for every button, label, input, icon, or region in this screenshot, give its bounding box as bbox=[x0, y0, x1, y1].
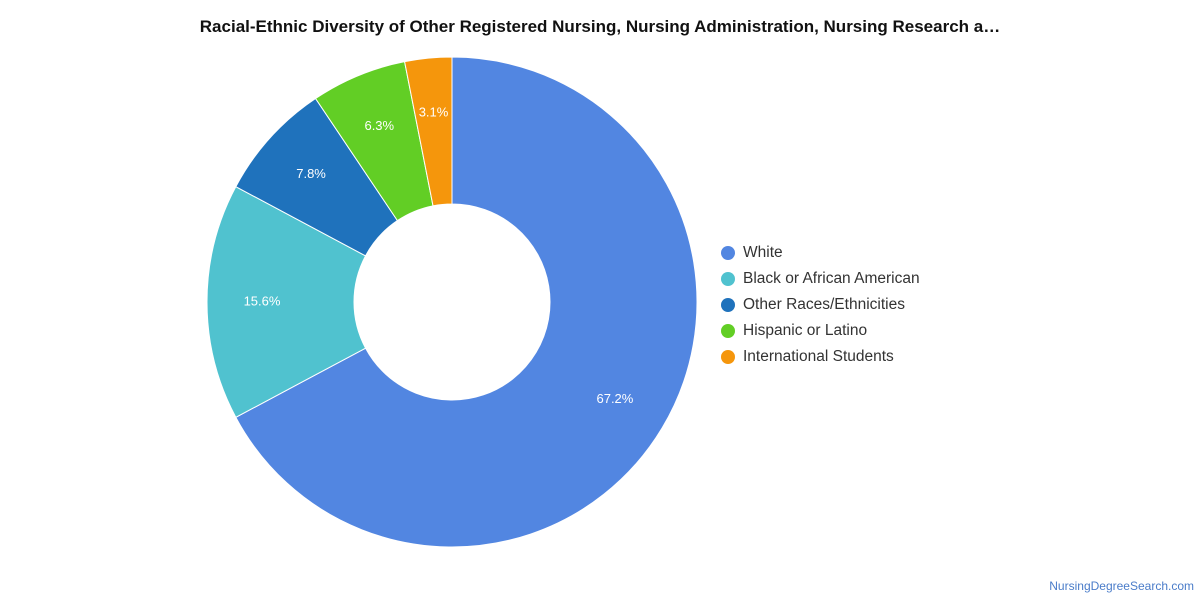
legend-label: Other Races/Ethnicities bbox=[743, 296, 905, 313]
legend-swatch bbox=[721, 246, 735, 260]
legend-swatch bbox=[721, 272, 735, 286]
legend-item-hispanic-or-latino[interactable]: Hispanic or Latino bbox=[721, 318, 920, 344]
legend-item-white[interactable]: White bbox=[721, 240, 920, 266]
legend-item-international-students[interactable]: International Students bbox=[721, 344, 920, 370]
legend-label: White bbox=[743, 244, 783, 261]
slice-black-or-african-american[interactable] bbox=[206, 186, 367, 418]
slice-labels: 67.2% 15.6% 7.8% 6.3% 3.1% bbox=[244, 104, 634, 406]
slice-label-hispanic-or-latino: 6.3% bbox=[364, 118, 394, 133]
slice-label-international-students: 3.1% bbox=[419, 104, 449, 119]
chart-title: Racial-Ethnic Diversity of Other Registe… bbox=[199, 17, 1001, 36]
legend-swatch bbox=[721, 298, 735, 312]
source-link[interactable]: NursingDegreeSearch.com bbox=[1049, 579, 1194, 593]
legend-label: Hispanic or Latino bbox=[743, 322, 868, 339]
legend-label: Black or African American bbox=[743, 270, 920, 287]
legend: White Black or African American Other Race… bbox=[721, 240, 920, 370]
slice-label-black-or-african-american: 15.6% bbox=[244, 293, 281, 308]
donut-slices bbox=[206, 56, 698, 548]
legend-item-black-or-african-american[interactable]: Black or African American bbox=[721, 266, 920, 292]
legend-label: International Students bbox=[743, 348, 894, 365]
slice-international-students[interactable] bbox=[403, 56, 453, 207]
slice-label-white: 67.2% bbox=[596, 391, 633, 406]
legend-swatch bbox=[721, 350, 735, 364]
legend-item-other-races-ethnicities[interactable]: Other Races/Ethnicities bbox=[721, 292, 920, 318]
legend-swatch bbox=[721, 324, 735, 338]
slice-label-other-races-ethnicities: 7.8% bbox=[296, 166, 326, 181]
slice-white[interactable] bbox=[235, 56, 698, 548]
